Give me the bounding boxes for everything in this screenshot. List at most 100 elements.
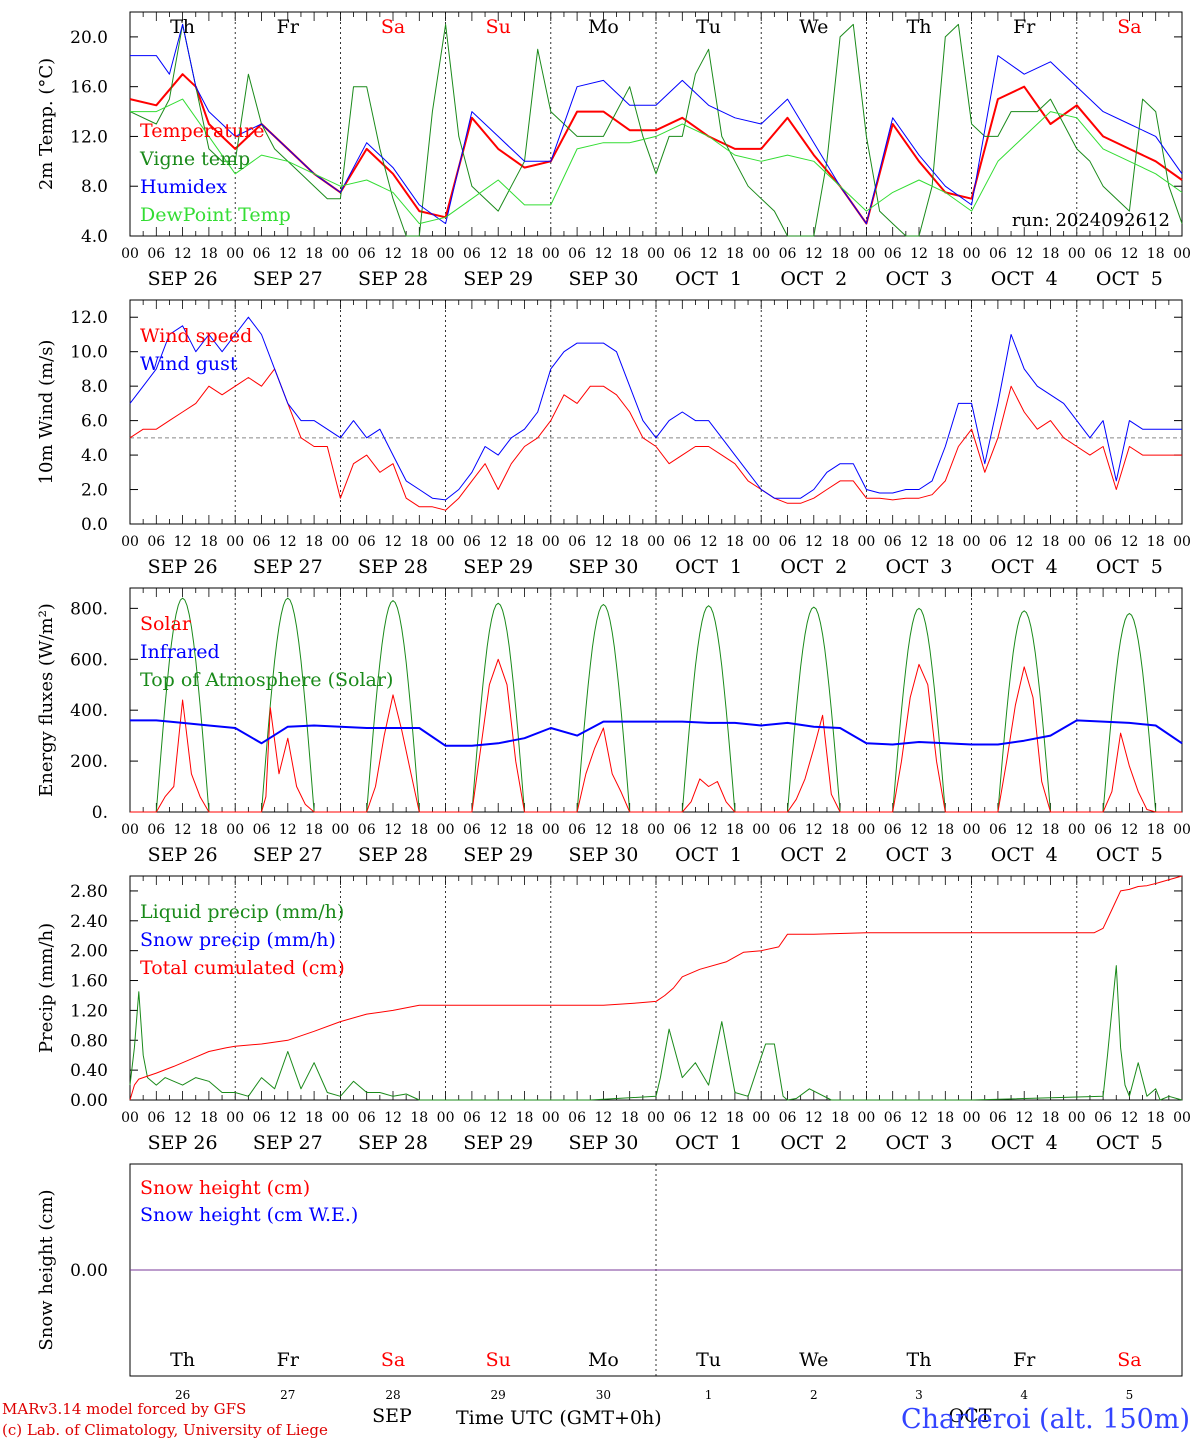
y-tick-label: 0.0 [81,515,108,535]
hour-tick-label: 18 [410,246,428,262]
date-label: SEP 28 [358,1132,428,1154]
hour-tick-label: 00 [752,246,770,262]
legend-item: Infrared [140,641,220,663]
hour-tick-label: 00 [226,534,244,550]
date-label: OCT 2 [780,844,847,866]
hour-tick-label: 12 [384,822,402,838]
series-wind-gust [129,316,1182,501]
series-liquid-precip-mm-h- [129,965,1183,1101]
day-name-bottom: Fr [277,1349,300,1371]
hour-tick-label: 06 [673,246,691,262]
hour-tick-label: 12 [700,534,718,550]
y-tick-label: 800. [70,599,108,619]
panel-3: 0. 200. 400. 600. 800. Energy fluxes (W/m²) So… [36,587,1191,866]
hour-tick-label: 18 [726,534,744,550]
hour-tick-label: 00 [437,822,455,838]
day-number: 5 [1126,1388,1134,1402]
hour-tick-label: 00 [1173,534,1191,550]
date-label: OCT 3 [886,268,953,290]
date-label: SEP 27 [253,556,323,578]
hour-tick-label: 00 [542,822,560,838]
date-label: SEP 28 [358,844,428,866]
legend-item: Liquid precip (mm/h) [140,901,344,923]
hour-tick-label: 12 [279,246,297,262]
day-number: 4 [1020,1388,1028,1402]
hour-tick-label: 00 [331,246,349,262]
hour-tick-label: 18 [726,1110,744,1126]
legend-item: Solar [140,613,192,635]
series-total-cumulated-cm- [129,875,1183,1101]
hour-tick-label: 06 [147,1110,165,1126]
panel-4: 0.00 0.40 0.80 1.20 1.60 2.00 2.40 2.80 Precip (… [36,875,1191,1154]
day-name-bottom: We [799,1349,828,1371]
series-vigne-temp [129,23,1183,237]
y-tick-label: 8.0 [81,377,108,397]
hour-tick-label: 12 [805,534,823,550]
hour-tick-label: 18 [200,822,218,838]
hour-tick-label: 12 [384,1110,402,1126]
hour-tick-label: 18 [831,822,849,838]
hour-tick-label: 00 [1068,246,1086,262]
hour-tick-label: 18 [621,246,639,262]
hour-tick-label: 00 [647,1110,665,1126]
hour-tick-label: 00 [647,534,665,550]
credit-line-2: (c) Lab. of Climatology, University of L… [2,1421,328,1439]
hour-tick-label: 12 [1015,246,1033,262]
hour-tick-label: 12 [489,1110,507,1126]
y-tick-label: 2.80 [70,882,108,902]
hour-tick-label: 00 [542,246,560,262]
hour-tick-label: 06 [147,534,165,550]
hour-tick-label: 12 [174,1110,192,1126]
hour-tick-label: 12 [384,246,402,262]
hour-tick-label: 06 [673,1110,691,1126]
hour-tick-label: 00 [752,822,770,838]
series-wind-speed [129,368,1182,511]
legend-item: DewPoint Temp [140,204,291,226]
hour-tick-label: 00 [226,1110,244,1126]
panel-2: 0.0 2.0 4.0 6.0 8.0 10.0 12.0 10m Wind (m/s) Win… [36,299,1191,578]
hour-tick-label: 12 [700,246,718,262]
hour-tick-label: 00 [331,534,349,550]
series-toa-day-8 [892,607,946,813]
series-toa-day-3 [366,600,420,813]
hour-tick-label: 06 [253,1110,271,1126]
date-label: SEP 28 [358,268,428,290]
hour-tick-label: 06 [1094,822,1112,838]
y-tick-label: 6.0 [81,412,108,432]
hour-tick-label: 12 [489,246,507,262]
hour-tick-label: 18 [1147,1110,1165,1126]
hour-tick-label: 18 [200,534,218,550]
hour-tick-label: 00 [1068,534,1086,550]
date-label: OCT 3 [886,844,953,866]
y-tick-label: 0. [92,803,108,823]
legend-item: Wind gust [140,353,238,375]
hour-tick-label: 12 [594,534,612,550]
y-tick-label: 8.0 [81,177,108,197]
hour-tick-label: 06 [358,822,376,838]
hour-tick-label: 06 [884,1110,902,1126]
date-label: OCT 4 [991,844,1058,866]
hour-tick-label: 12 [910,1110,928,1126]
hour-tick-label: 12 [174,246,192,262]
hour-tick-label: 00 [331,1110,349,1126]
hour-tick-label: 06 [253,534,271,550]
hour-tick-label: 06 [463,822,481,838]
hour-tick-label: 18 [1042,246,1060,262]
hour-tick-label: 00 [963,246,981,262]
hour-tick-label: 18 [936,822,954,838]
y-tick-label: 0.80 [70,1031,108,1051]
hour-tick-label: 00 [963,822,981,838]
date-label: OCT 2 [780,1132,847,1154]
day-name-top: Fr [277,16,300,38]
hour-tick-label: 06 [1094,534,1112,550]
y-tick-label: 2.40 [70,912,108,932]
y-tick-label: 0.00 [70,1261,108,1281]
day-name-bottom: Fr [1013,1349,1036,1371]
hour-tick-label: 18 [726,822,744,838]
hour-tick-label: 06 [884,246,902,262]
hour-tick-label: 06 [568,1110,586,1126]
hour-tick-label: 12 [279,1110,297,1126]
legend-item: Wind speed [140,325,252,347]
hour-tick-label: 12 [489,822,507,838]
hour-tick-label: 18 [621,1110,639,1126]
